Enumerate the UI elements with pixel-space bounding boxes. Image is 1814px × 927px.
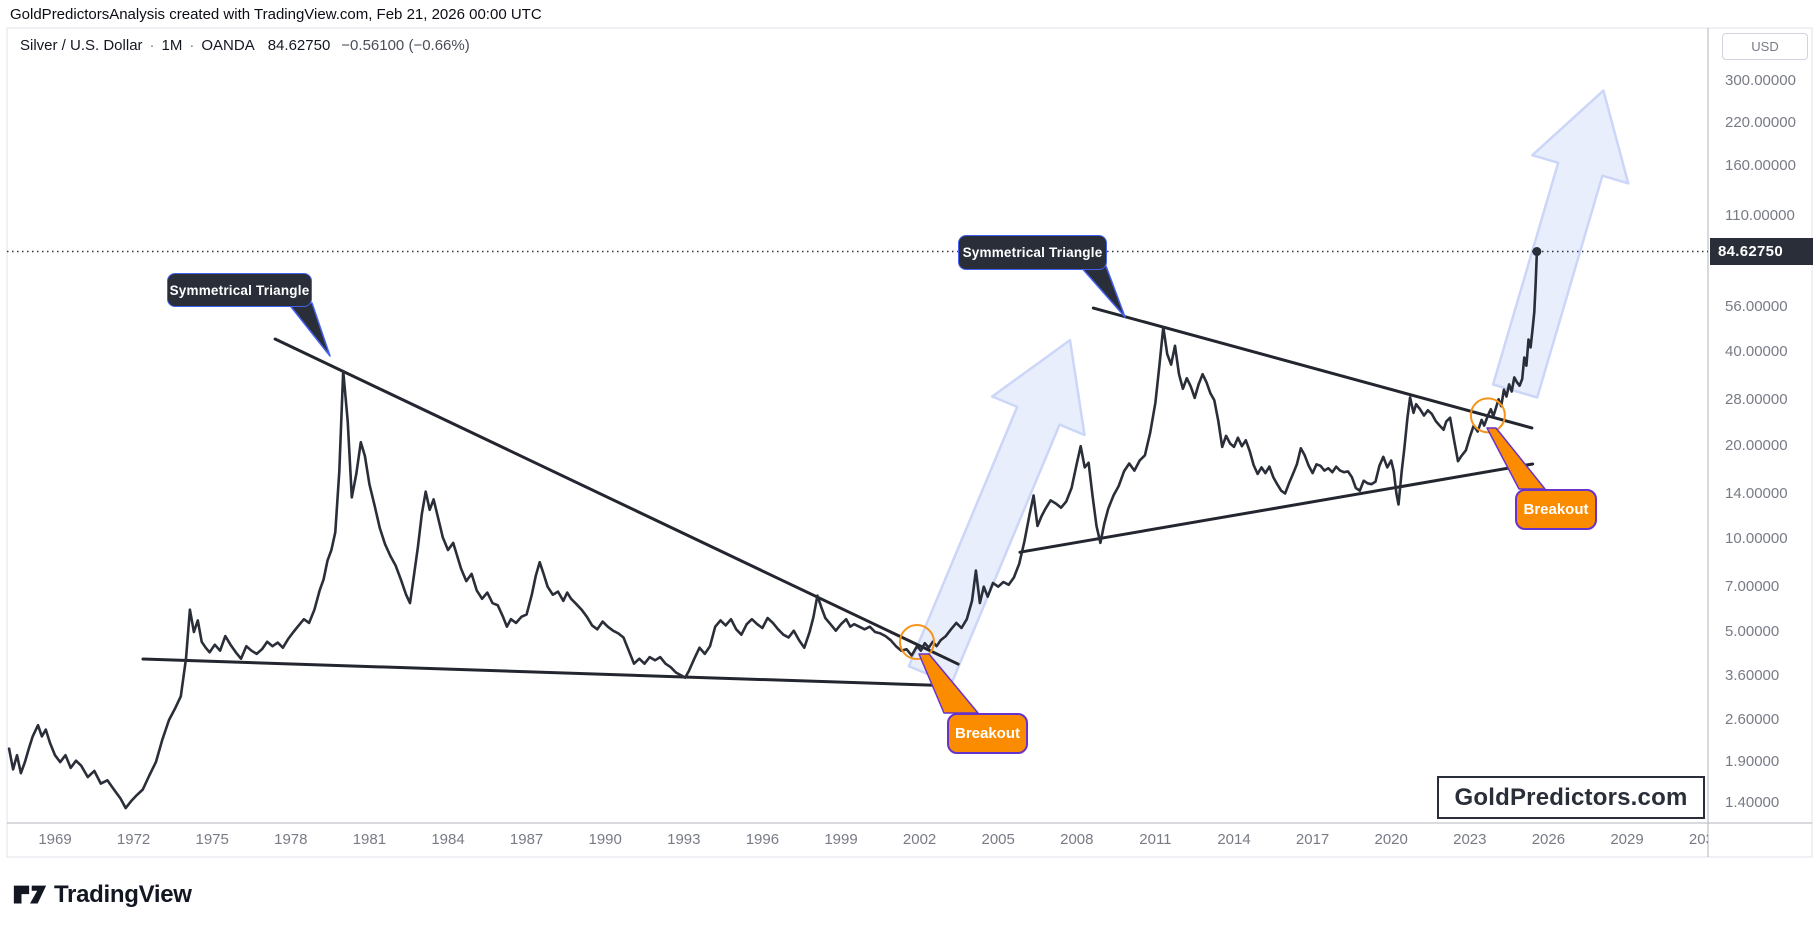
year-label-1978: 1978 (274, 831, 308, 848)
timeframe-label: 1M (161, 37, 183, 54)
price-axis-label: 28.00000 (1725, 391, 1788, 409)
year-label-2029: 2029 (1610, 831, 1644, 848)
callout-breakout-1[interactable]: Breakout (947, 713, 1028, 754)
price-axis-label: 1.40000 (1725, 794, 1780, 812)
callout-label: Breakout (954, 725, 1021, 742)
time-axis[interactable]: 1969 1972 1975 1978 1981 1984 1987 1990 1993 1996… (7, 824, 1708, 856)
year-label-1987: 1987 (509, 831, 544, 848)
instrument-name: Silver / U.S. Dollar (20, 37, 143, 54)
year-label-1993: 1993 (667, 831, 701, 848)
callout-label: Symmetrical Triangle (962, 245, 1103, 260)
breakout-circle-2[interactable] (1469, 397, 1506, 434)
callout-label: Breakout (1523, 501, 1589, 518)
price-axis-label: 1.90000 (1725, 753, 1780, 771)
price-axis-label: 7.00000 (1725, 577, 1780, 595)
callout-breakout-2[interactable]: Breakout (1515, 489, 1597, 530)
trendline-triangle-2-lower[interactable] (1018, 462, 1535, 554)
year-label-1999: 1999 (824, 831, 858, 848)
last-price-badge: 84.62750 (1710, 238, 1813, 265)
year-label-1969: 1969 (38, 831, 72, 848)
year-label-2014: 2014 (1217, 831, 1251, 848)
price-axis-label: 10.00000 (1725, 529, 1788, 547)
separator-dot: · (149, 37, 155, 54)
price-axis-label: 2.60000 (1725, 710, 1780, 728)
year-label-2023: 2023 (1453, 831, 1487, 848)
price-axis-label: 14.00000 (1725, 484, 1788, 502)
currency-usd-button[interactable]: USD (1722, 33, 1808, 60)
price-axis-label: 160.00000 (1725, 156, 1796, 174)
year-label-2032: 2032 (1688, 831, 1708, 848)
tradingview-logo[interactable]: TradingView (13, 881, 192, 909)
year-label-1984: 1984 (431, 831, 465, 848)
year-label-1996: 1996 (745, 831, 780, 848)
price-axis-label: 56.00000 (1725, 298, 1788, 316)
symbol-info-row[interactable]: Silver / U.S. Dollar · 1M · OANDA 84.627… (20, 37, 470, 54)
price-axis-label: 220.00000 (1725, 114, 1796, 132)
trendline-triangle-1-upper[interactable] (273, 337, 960, 666)
year-label-2020: 2020 (1374, 831, 1408, 848)
price-change-text: −0.56100 (−0.66%) (341, 37, 470, 54)
bullish-arrow-1[interactable] (907, 338, 1086, 686)
year-label-2005: 2005 (981, 831, 1015, 848)
bullish-arrow-2[interactable] (1491, 89, 1630, 399)
callout-symmetrical-triangle-1[interactable]: Symmetrical Triangle (167, 273, 312, 307)
separator-dot: · (189, 37, 195, 54)
goldpredictors-watermark: GoldPredictors.com (1437, 776, 1705, 819)
year-label-1990: 1990 (588, 831, 622, 848)
price-axis-label: 3.60000 (1725, 667, 1780, 685)
price-axis-label: 5.00000 (1725, 623, 1780, 640)
price-axis-label: 110.00000 (1725, 207, 1795, 225)
exchange-label: OANDA (201, 37, 255, 54)
chart-border (6, 27, 1813, 858)
tradingview-logo-icon (13, 885, 47, 904)
tradingview-logo-text: TradingView (54, 881, 192, 908)
last-price-text: 84.62750 (267, 37, 331, 54)
year-label-2002: 2002 (902, 831, 937, 848)
breakout-circle-1[interactable] (898, 624, 935, 661)
watermark-text: GoldPredictors.com (1454, 783, 1688, 811)
trendline-triangle-2-upper[interactable] (1091, 306, 1534, 430)
year-label-2008: 2008 (1060, 831, 1094, 848)
last-price-marker (1532, 247, 1542, 257)
year-label-2017: 2017 (1295, 831, 1330, 848)
year-label-1972: 1972 (116, 831, 151, 848)
price-axis-label: 40.00000 (1725, 343, 1788, 361)
price-axis-label: 300.00000 (1725, 72, 1796, 90)
callout-symmetrical-triangle-2[interactable]: Symmetrical Triangle (958, 235, 1107, 270)
year-label-1981: 1981 (352, 831, 387, 848)
price-axis-label: 20.00000 (1725, 436, 1788, 454)
callout-tail-breakout-2 (1486, 427, 1546, 490)
trendline-triangle-1-lower[interactable] (141, 657, 955, 688)
year-label-2011: 2011 (1139, 831, 1172, 848)
callout-label: Symmetrical Triangle (169, 282, 310, 298)
attribution-text: GoldPredictorsAnalysis created with Trad… (10, 6, 542, 23)
year-label-2026: 2026 (1531, 831, 1566, 848)
year-label-1975: 1975 (195, 831, 229, 848)
price-line-series (7, 250, 1539, 810)
